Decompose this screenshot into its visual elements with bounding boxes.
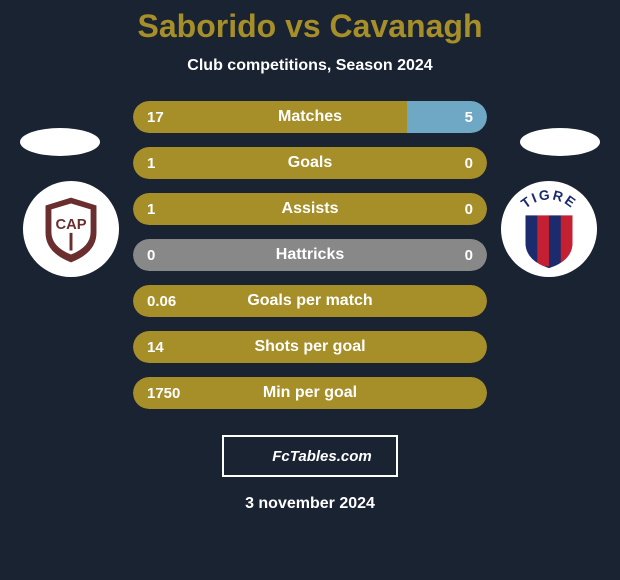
bar-player2 <box>407 101 487 133</box>
stat-row: 17 5 Matches <box>133 101 487 133</box>
stat-label: Shots per goal <box>254 338 365 356</box>
stat-label: Goals per match <box>247 292 372 310</box>
stat-row: 0 0 Hattricks <box>133 239 487 271</box>
stat-row: 1 0 Goals <box>133 147 487 179</box>
stats-container: 17 5 Matches 1 0 Goals 1 0 Assists 0 0 Hattricks 0.0… <box>133 101 487 409</box>
fctables-label: FcTables.com <box>272 448 371 465</box>
stat-value-player1: 0.06 <box>147 293 176 310</box>
stat-value-player2: 0 <box>465 247 473 264</box>
stat-value-player1: 17 <box>147 109 164 126</box>
stat-value-player2: 0 <box>465 201 473 218</box>
bar-player1 <box>133 101 407 133</box>
player2-logo-slot <box>520 128 600 156</box>
subtitle: Club competitions, Season 2024 <box>187 57 432 75</box>
stat-label: Min per goal <box>263 384 357 402</box>
stat-value-player2: 5 <box>465 109 473 126</box>
stat-label: Hattricks <box>276 246 344 264</box>
svg-text:CAP: CAP <box>55 217 86 233</box>
player2-club-badge: TIGRE <box>500 180 598 278</box>
stat-row: 14 Shots per goal <box>133 331 487 363</box>
stat-row: 0.06 Goals per match <box>133 285 487 317</box>
stat-label: Goals <box>288 154 332 172</box>
stat-row: 1750 Min per goal <box>133 377 487 409</box>
stat-label: Assists <box>282 200 339 218</box>
fctables-badge: FcTables.com <box>222 435 398 477</box>
stat-value-player1: 14 <box>147 339 164 356</box>
date-label: 3 november 2024 <box>245 495 375 513</box>
stat-row: 1 0 Assists <box>133 193 487 225</box>
stat-value-player1: 1 <box>147 155 155 172</box>
chart-icon <box>248 447 266 465</box>
player1-logo-slot <box>20 128 100 156</box>
stat-value-player2: 0 <box>465 155 473 172</box>
stat-value-player1: 0 <box>147 247 155 264</box>
stat-label: Matches <box>278 108 342 126</box>
page-title: Saborido vs Cavanagh <box>138 8 483 45</box>
stat-value-player1: 1750 <box>147 385 180 402</box>
stat-value-player1: 1 <box>147 201 155 218</box>
player1-club-badge: CAP <box>22 180 120 278</box>
